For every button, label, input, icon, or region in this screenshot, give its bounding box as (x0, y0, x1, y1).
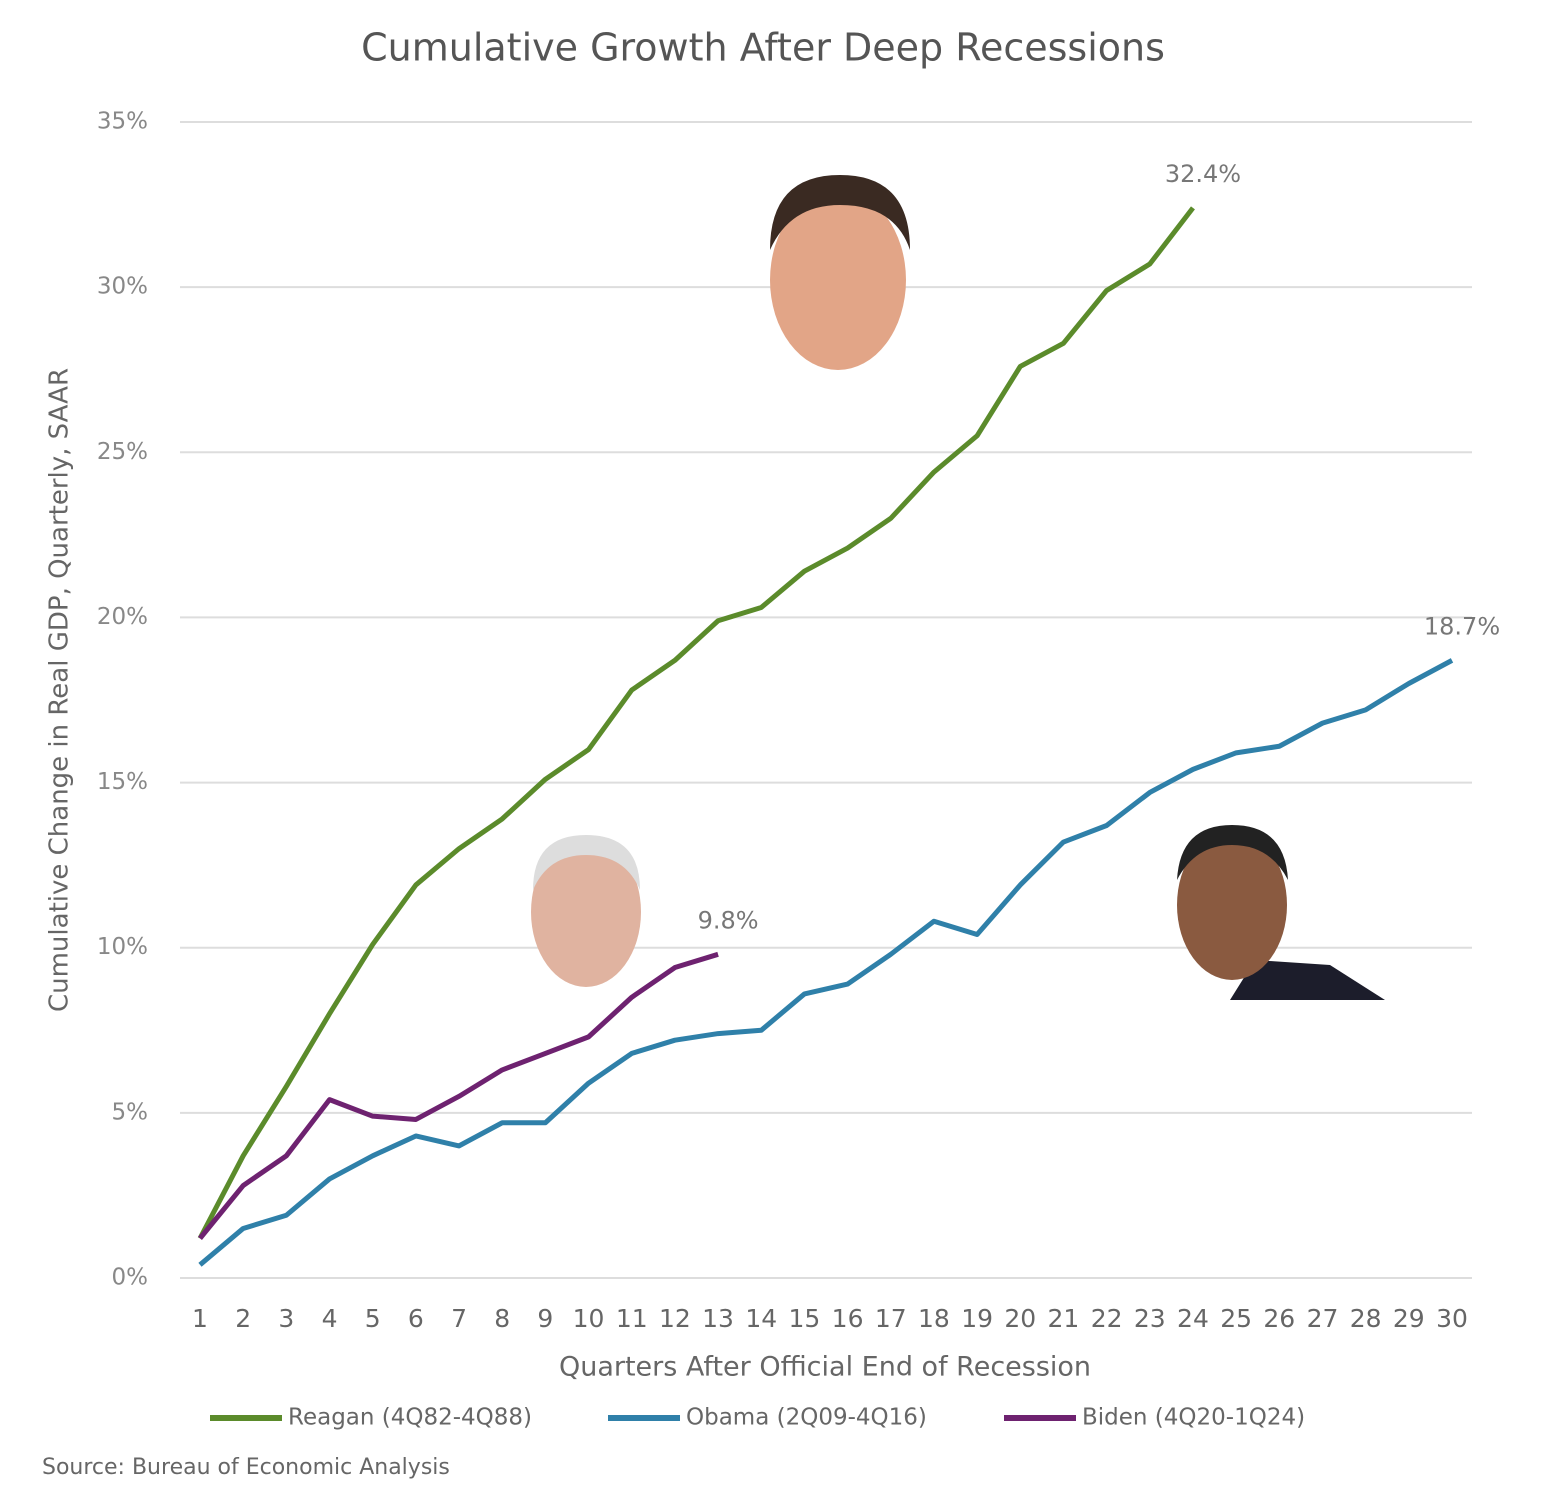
x-tick-label: 5 (365, 1304, 381, 1333)
x-tick-label: 19 (961, 1304, 993, 1333)
line (198, 658, 1454, 1267)
x-tick-label: 11 (616, 1304, 648, 1333)
data-label: 9.8% (698, 906, 759, 934)
y-tick-label: 30% (97, 274, 148, 300)
source: Source: Bureau of Economic Analysis (42, 1455, 450, 1480)
x-tick-label: 27 (1307, 1304, 1339, 1333)
x-tick-label: 26 (1263, 1304, 1295, 1333)
y-tick-label: 5% (112, 1099, 149, 1125)
x-tick-label: 14 (745, 1304, 777, 1333)
x-tick-label: 28 (1350, 1304, 1382, 1333)
x-tick-label: 15 (789, 1304, 821, 1333)
x-tick-label: 12 (659, 1304, 691, 1333)
data-label: 18.7% (1424, 612, 1500, 640)
portrait-biden (531, 835, 641, 987)
x-tick-label: 21 (1048, 1304, 1080, 1333)
x-tick-label: 1 (192, 1304, 208, 1333)
chart-title: Cumulative Growth After Deep Recessions (361, 26, 1165, 70)
x-tick-label: 17 (875, 1304, 907, 1333)
y-tick-label: 25% (97, 439, 148, 465)
x-tick-label: 4 (322, 1304, 338, 1333)
line (198, 951, 719, 1240)
y-tick-label: 0% (112, 1265, 149, 1291)
x-tick-label: 7 (451, 1304, 467, 1333)
x-tick-label: 2 (235, 1304, 251, 1333)
portrait-obama (1177, 825, 1385, 1000)
legend-label: Reagan (4Q82-4Q88) (288, 1405, 532, 1431)
x-tick-label: 24 (1177, 1304, 1209, 1333)
x-axis-label: Quarters After Official End of Recession (559, 1352, 1091, 1383)
x-tick-label: 30 (1436, 1304, 1468, 1333)
legend-label: Obama (2Q09-4Q16) (686, 1405, 927, 1431)
x-tick-label: 13 (702, 1304, 734, 1333)
x-tick-label: 3 (278, 1304, 294, 1333)
x-tick-label: 22 (1091, 1304, 1123, 1333)
x-tick-label: 10 (573, 1304, 605, 1333)
y-axis-label: Cumulative Change in Real GDP, Quarterly… (45, 368, 75, 1012)
x-tick-label: 23 (1134, 1304, 1166, 1333)
data-label: 32.4% (1165, 160, 1241, 188)
x-tick-label: 18 (918, 1304, 950, 1333)
x-tick-label: 25 (1220, 1304, 1252, 1333)
x-tick-label: 29 (1393, 1304, 1425, 1333)
y-tick-label: 10% (97, 934, 148, 960)
line (197, 206, 1195, 1240)
x-tick-label: 9 (537, 1304, 553, 1333)
y-tick-label: 35% (97, 109, 148, 135)
x-tick-label: 8 (494, 1304, 510, 1333)
portrait-reagan (770, 175, 910, 370)
x-tick-label: 6 (408, 1304, 424, 1333)
legend-label: Biden (4Q20-1Q24) (1082, 1405, 1305, 1431)
x-tick-label: 20 (1004, 1304, 1036, 1333)
y-tick-label: 15% (97, 769, 148, 795)
y-tick-label: 20% (97, 604, 148, 630)
x-tick-label: 16 (832, 1304, 864, 1333)
